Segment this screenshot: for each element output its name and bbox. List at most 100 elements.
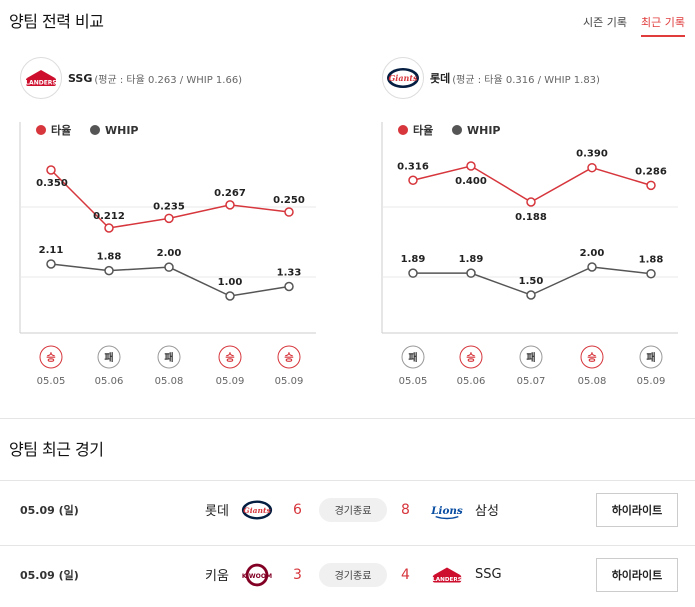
avg-data-label: 0.250: [273, 195, 305, 206]
whip-point: [646, 268, 656, 279]
svg-text:Lions: Lions: [430, 504, 463, 516]
lotte-giants-logo: Giants: [240, 493, 274, 527]
avg-data-label: 0.267: [214, 188, 246, 199]
date-tick-label: 05.09: [216, 376, 245, 387]
avg-data-label: 0.235: [153, 201, 185, 212]
game-date: 05.09 (일): [20, 503, 79, 517]
loss-badge: [519, 345, 543, 369]
game-row: 05.09 (일) 키움 KIWOOM 3 경기종료 4 LANDERS SSG…: [0, 545, 695, 603]
whip-data-label: 2.00: [157, 248, 182, 259]
legend-whip-marker: [90, 125, 100, 135]
avg-data-label: 0.390: [576, 149, 608, 160]
whip-point: [466, 268, 476, 278]
result-label: 승: [466, 352, 475, 364]
away-team-name[interactable]: 삼성: [475, 504, 499, 519]
whip-point: [526, 290, 536, 300]
avg-data-label: 0.286: [635, 166, 667, 177]
tab-recent-record[interactable]: 최근 기록: [641, 14, 685, 37]
date-tick-label: 05.05: [399, 376, 428, 387]
legend-avg-label: 타율: [413, 123, 433, 137]
result-label: 패: [408, 351, 417, 364]
highlight-button[interactable]: 하이라이트: [596, 557, 678, 592]
result-label: 승: [284, 352, 293, 364]
svg-text:LANDERS: LANDERS: [25, 80, 57, 87]
avg-point: [408, 175, 418, 186]
svg-text:LANDERS: LANDERS: [432, 577, 462, 583]
away-team-name[interactable]: SSG: [475, 567, 502, 582]
home-team-name[interactable]: 롯데: [205, 504, 229, 519]
legend-whip-label: WHIP: [105, 124, 139, 137]
avg-point: [646, 180, 656, 191]
date-tick-label: 05.09: [637, 376, 666, 387]
legend-avg-label: 타율: [51, 123, 71, 137]
ssg-landers-logo: LANDERS: [20, 57, 62, 99]
away-score: 8: [401, 501, 410, 518]
whip-point: [225, 291, 235, 301]
game-status-badge: 경기종료: [319, 497, 387, 522]
lotte-giants-logo: Giants: [382, 57, 424, 99]
game-row: 05.09 (일) 롯데 Giants 6 경기종료 8 Lions 삼성 하이…: [0, 480, 695, 538]
avg-data-label: 0.400: [455, 176, 487, 187]
game-status-badge: 경기종료: [319, 562, 387, 587]
loss-badge: [401, 345, 425, 369]
right-team-header: Giants 롯데 (평균 : 타율 0.316 / WHIP 1.83): [382, 57, 600, 99]
avg-point: [284, 207, 294, 217]
result-label: 승: [225, 352, 234, 364]
whip-data-label: 1.33: [277, 267, 302, 278]
loss-badge: [639, 345, 663, 369]
date-tick-label: 05.07: [517, 376, 546, 387]
avg-data-label: 0.188: [515, 212, 547, 223]
right-team-name: 롯데: [430, 72, 451, 85]
whip-point: [164, 262, 174, 272]
whip-data-label: 1.00: [218, 277, 243, 288]
legend-avg-marker: [398, 125, 408, 135]
legend-avg-marker: [36, 125, 46, 135]
win-badge: [459, 345, 483, 369]
win-badge: [218, 345, 242, 369]
whip-point: [284, 281, 294, 292]
result-label: 패: [104, 351, 113, 364]
whip-point: [587, 262, 597, 272]
loss-badge: [97, 345, 121, 369]
date-tick-label: 05.09: [275, 376, 304, 387]
samsung-lions-logo: Lions: [430, 493, 464, 527]
left-team-header: LANDERS SSG (평균 : 타율 0.263 / WHIP 1.66): [20, 57, 242, 99]
whip-data-label: 2.00: [580, 248, 605, 259]
kiwoom-heroes-logo: KIWOOM: [240, 558, 274, 592]
avg-point: [225, 200, 235, 210]
whip-data-label: 1.89: [459, 254, 484, 265]
result-label: 패: [646, 351, 655, 364]
avg-point: [104, 223, 114, 233]
tab-season-record[interactable]: 시즌 기록: [583, 16, 628, 29]
game-date: 05.09 (일): [20, 568, 79, 582]
svg-text:Giants: Giants: [243, 505, 271, 514]
avg-point: [587, 162, 597, 173]
away-score: 4: [401, 566, 410, 583]
section-title-comparison: 양팀 전력 비교: [9, 12, 104, 31]
result-label: 승: [46, 352, 55, 364]
avg-point: [164, 213, 174, 224]
section-title-recent-games: 양팀 최근 경기: [9, 440, 104, 459]
date-tick-label: 05.06: [457, 376, 486, 387]
result-label: 패: [164, 351, 173, 364]
right-chart-svg: 타율 WHIP 0.316 0.400 0.188 0.390 0.286 1.89 1.89 1…: [381, 122, 678, 387]
date-tick-label: 05.08: [578, 376, 607, 387]
legend-whip-label: WHIP: [467, 124, 501, 137]
date-tick-label: 05.05: [37, 376, 66, 387]
legend-whip-marker: [452, 125, 462, 135]
avg-point: [526, 197, 536, 207]
home-score: 3: [293, 566, 302, 583]
avg-series-line: [412, 165, 652, 203]
right-team-chart: 타율 WHIP 0.316 0.400 0.188 0.390 0.286 1.89 1.89 1…: [380, 118, 680, 393]
left-team-chart: 타율 WHIP 0.350 0.212 0.235 0.267 0.250 2.11 1.88 2…: [18, 118, 318, 393]
win-badge: [39, 345, 63, 369]
whip-point: [104, 265, 114, 276]
home-team-name[interactable]: 키움: [205, 569, 229, 584]
svg-text:KIWOOM: KIWOOM: [242, 572, 272, 579]
left-chart-svg: 타율 WHIP 0.350 0.212 0.235 0.267 0.250 2.11 1.88 2…: [19, 122, 316, 387]
highlight-button[interactable]: 하이라이트: [596, 492, 678, 527]
win-badge: [277, 345, 301, 369]
whip-point: [408, 268, 418, 278]
avg-point: [466, 161, 476, 171]
avg-data-label: 0.316: [397, 161, 429, 172]
